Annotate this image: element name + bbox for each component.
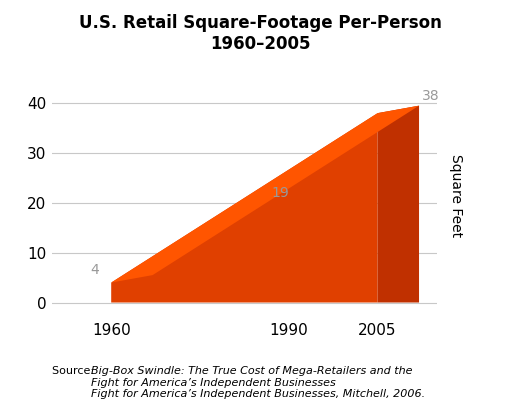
Y-axis label: Square Feet: Square Feet: [449, 154, 463, 237]
Text: 19: 19: [271, 186, 289, 200]
Text: Source:: Source:: [52, 366, 98, 376]
Text: U.S. Retail Square-Footage Per-Person: U.S. Retail Square-Footage Per-Person: [79, 14, 441, 32]
Polygon shape: [378, 106, 419, 302]
Text: 38: 38: [422, 89, 439, 103]
Polygon shape: [111, 113, 378, 302]
Polygon shape: [111, 106, 419, 282]
Text: 4: 4: [90, 263, 99, 277]
Text: Fight for America’s Independent Businesses, Mitchell, 2006.: Fight for America’s Independent Business…: [91, 389, 425, 399]
Text: Big-Box Swindle: The True Cost of Mega-Retailers and the
Fight for America’s Ind: Big-Box Swindle: The True Cost of Mega-R…: [91, 366, 412, 388]
Text: 1960–2005: 1960–2005: [210, 35, 310, 53]
